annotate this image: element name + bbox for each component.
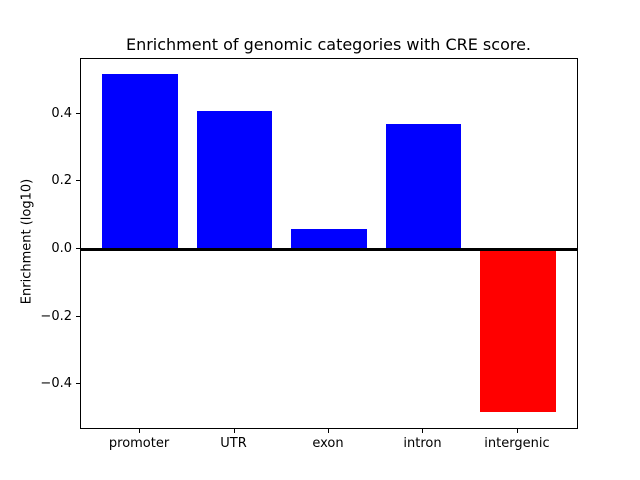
y-tick-label: 0.2: [51, 173, 72, 189]
bar-intron: [385, 124, 462, 250]
bar-promoter: [102, 73, 178, 250]
plot-area: [80, 57, 578, 430]
y-tick-label: −0.2: [40, 308, 72, 324]
x-tick-mark: [328, 429, 329, 434]
x-tick-mark: [139, 429, 141, 434]
y-tick-mark: [76, 315, 80, 317]
y-tick-mark: [76, 247, 80, 249]
y-tick-label: −0.4: [40, 376, 72, 392]
y-tick-mark: [76, 112, 80, 114]
x-tick-label-exon: exon: [312, 436, 344, 452]
zero-line: [81, 248, 577, 251]
x-tick-label-intron: intron: [403, 436, 442, 452]
chart-title: Enrichment of genomic categories with CR…: [125, 35, 532, 54]
x-tick-label-intergenic: intergenic: [484, 436, 550, 452]
x-tick-label-UTR: UTR: [220, 436, 247, 452]
bar-exon: [291, 229, 367, 250]
x-tick-mark: [233, 429, 235, 434]
x-tick-label-promoter: promoter: [108, 436, 170, 452]
bar-UTR: [196, 110, 273, 250]
bar-intergenic: [480, 249, 556, 412]
x-tick-mark: [422, 429, 424, 434]
y-tick-mark: [76, 180, 80, 182]
x-tick-mark: [516, 429, 518, 434]
y-tick-mark: [76, 383, 80, 385]
y-tick-label: 0.0: [51, 240, 72, 256]
y-tick-label: 0.4: [51, 105, 72, 121]
